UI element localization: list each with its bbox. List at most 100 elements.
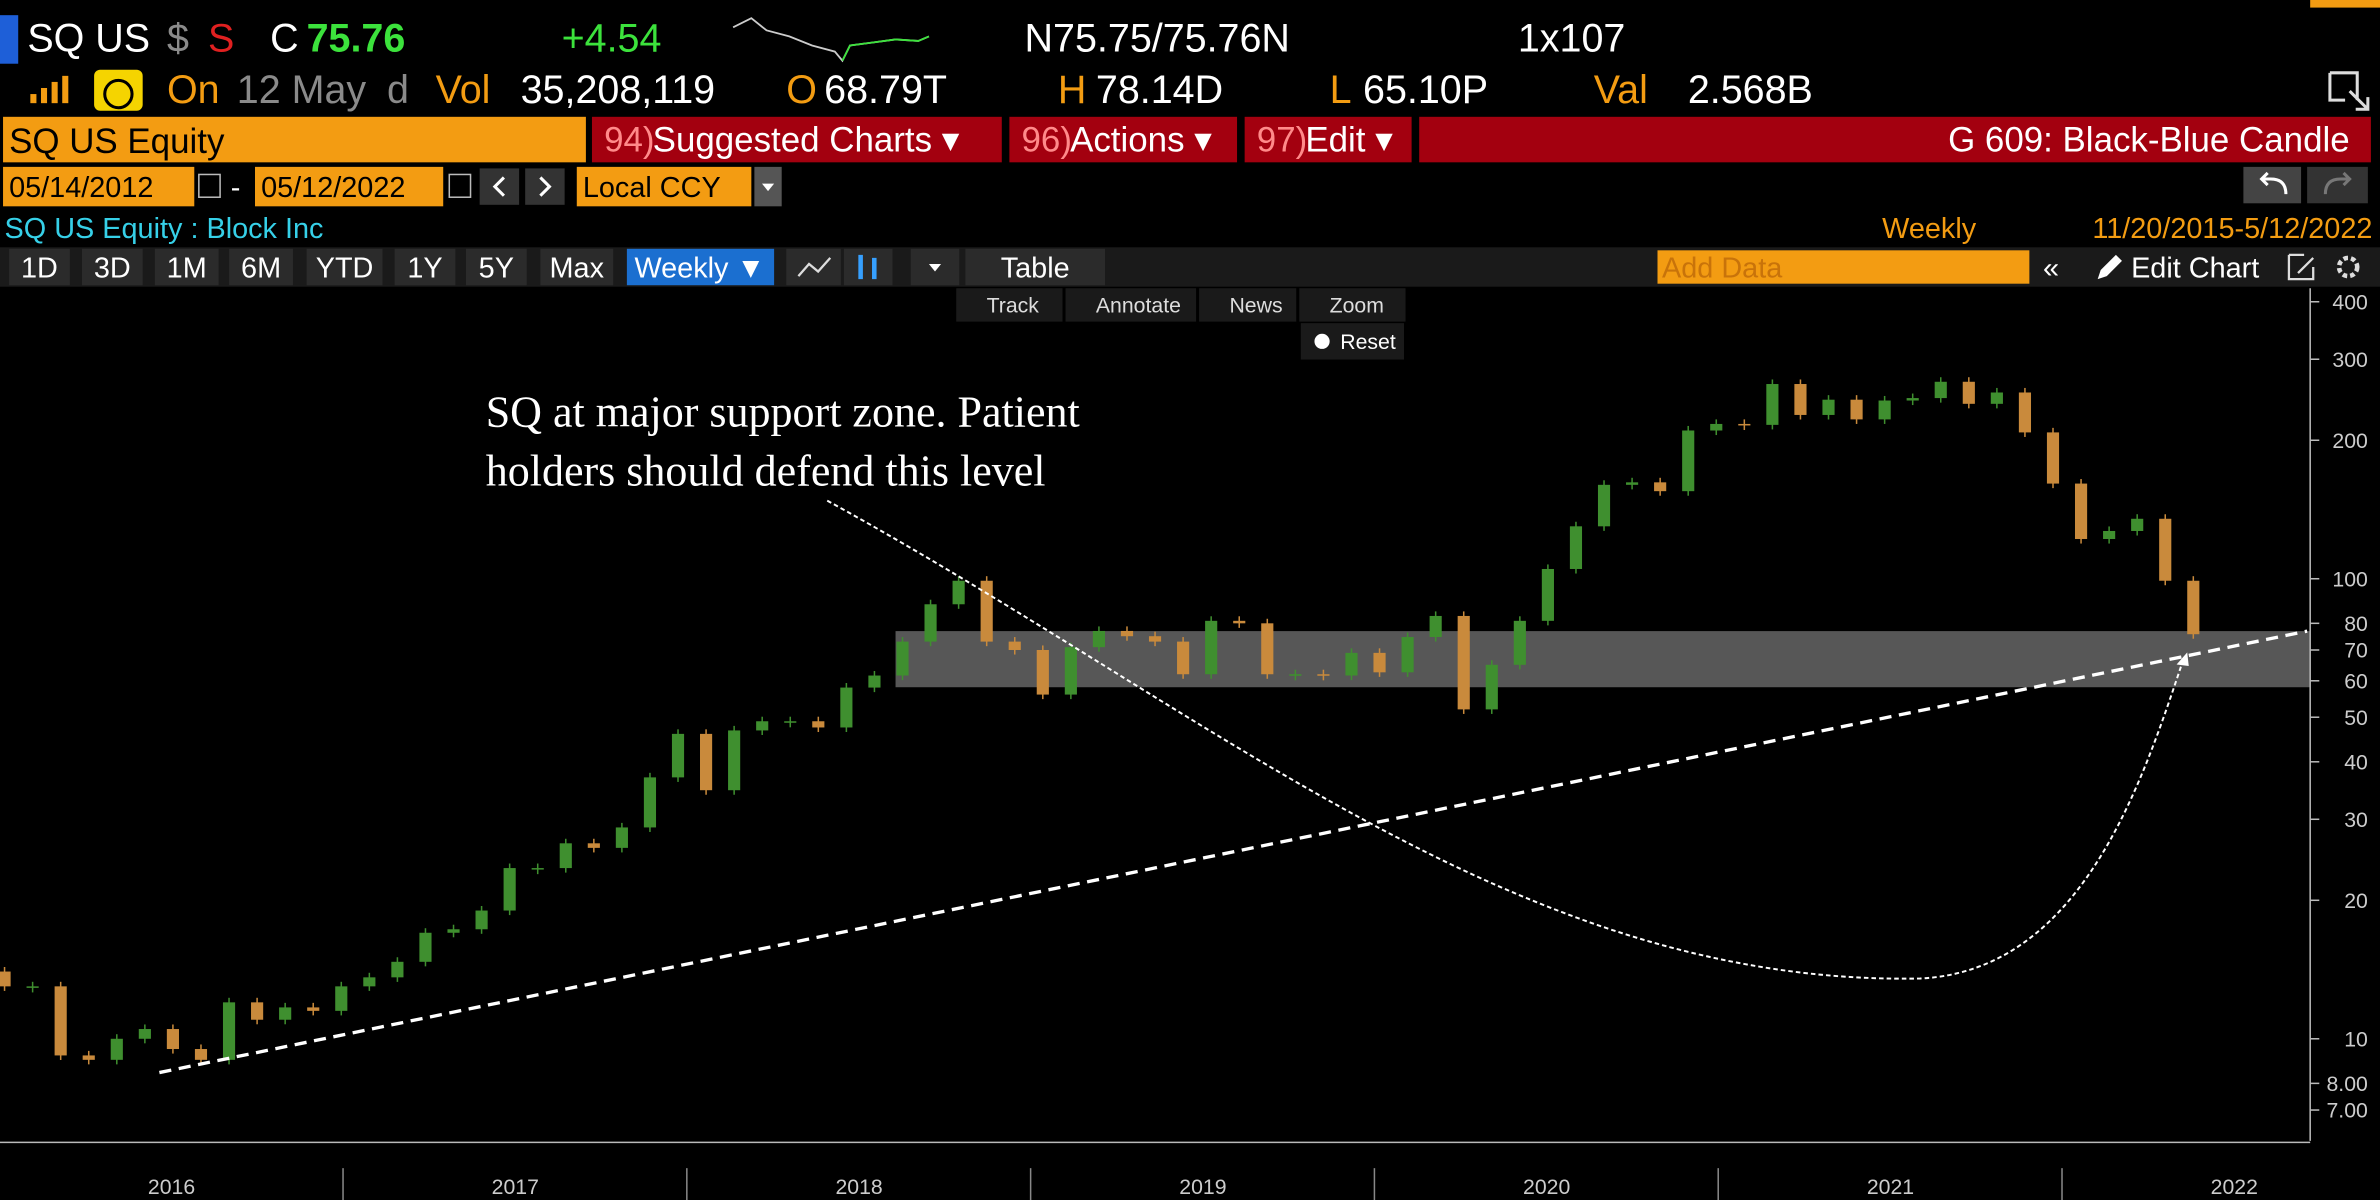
gauge-icon[interactable] xyxy=(94,69,143,111)
candle-body xyxy=(1205,620,1218,675)
prev-button[interactable] xyxy=(479,168,520,205)
period-button[interactable] xyxy=(394,248,456,286)
candle-body xyxy=(1120,630,1134,637)
candle-body xyxy=(1962,381,1975,404)
period-label: 5Y xyxy=(479,253,514,285)
candle-body xyxy=(1289,674,1302,676)
period-button[interactable] xyxy=(154,248,219,286)
candle-body xyxy=(868,675,881,688)
period-button[interactable] xyxy=(540,248,614,286)
dropdown-arrow xyxy=(761,183,775,192)
period-button[interactable] xyxy=(9,248,70,286)
add-data-box[interactable] xyxy=(1657,250,2030,284)
prev-arrow xyxy=(492,176,506,197)
end-date-box[interactable] xyxy=(255,166,444,207)
candle-body xyxy=(279,1007,292,1020)
y-tick-label: 8.00 xyxy=(2327,1072,2368,1096)
y-tick-label: 30 xyxy=(2344,808,2368,832)
candle-body xyxy=(2046,432,2060,484)
signal-icon xyxy=(30,75,69,104)
period-label: 6M xyxy=(241,253,281,285)
candle-body xyxy=(166,1029,179,1050)
menu-button[interactable] xyxy=(1244,116,1412,163)
security-box[interactable] xyxy=(3,116,586,163)
focus-marker xyxy=(0,15,19,64)
tool-button[interactable] xyxy=(1299,288,1406,322)
table-button[interactable] xyxy=(965,248,1105,286)
candle-body xyxy=(1906,398,1919,401)
calendar-icon[interactable] xyxy=(448,173,472,198)
calendar-icon[interactable] xyxy=(198,173,221,198)
menu-label: Suggested Charts ▾ xyxy=(653,121,960,160)
popout-icon[interactable] xyxy=(2328,71,2370,111)
x-year-label: 2019 xyxy=(1179,1175,1226,1199)
candle-body xyxy=(1317,674,1330,676)
template: G 609: Black-Blue Candle xyxy=(1948,121,2350,160)
candle-body xyxy=(700,733,713,791)
redo-button[interactable] xyxy=(2307,166,2368,204)
flag: S xyxy=(208,17,234,61)
period-button[interactable] xyxy=(229,248,293,286)
candle-body xyxy=(756,721,769,731)
session-date: 12 May xyxy=(237,68,367,112)
y-tick-label: 20 xyxy=(2344,889,2368,913)
collapse-icon[interactable]: « xyxy=(2043,253,2059,285)
export-icon[interactable] xyxy=(2287,253,2315,281)
settings-icon[interactable] xyxy=(2336,255,2360,279)
tool-button[interactable] xyxy=(956,288,1063,322)
candle-body xyxy=(1429,615,1442,638)
candle-body xyxy=(419,932,432,962)
menu-button[interactable] xyxy=(591,116,1002,163)
candle-button[interactable] xyxy=(843,248,893,286)
period-button[interactable] xyxy=(465,248,527,286)
candle-body xyxy=(222,1002,236,1060)
candle-body xyxy=(447,929,460,933)
arrow-head xyxy=(2176,652,2189,666)
edit-chart[interactable]: Edit Chart xyxy=(2131,253,2259,285)
period-label: YTD xyxy=(316,253,374,285)
candle-body xyxy=(952,580,965,605)
start-date-box[interactable] xyxy=(3,166,195,207)
menu-button[interactable] xyxy=(1009,116,1238,163)
tool-button[interactable] xyxy=(1065,288,1197,322)
candle-body xyxy=(2018,392,2032,433)
currency-box[interactable] xyxy=(576,166,752,207)
vol: 35,208,119 xyxy=(521,68,716,112)
tool-label: Zoom xyxy=(1330,294,1384,318)
dropdown-arrow xyxy=(928,263,942,272)
last-label: C xyxy=(270,17,298,61)
currency-setting: Local CCY xyxy=(583,172,721,204)
x-year-label: 2021 xyxy=(1867,1175,1914,1199)
x-year-label: 2016 xyxy=(148,1175,195,1199)
undo-button[interactable] xyxy=(2243,166,2302,204)
period-button[interactable] xyxy=(306,248,383,286)
candle-body xyxy=(1934,381,1947,399)
candle-body xyxy=(1878,400,1891,420)
tool-button[interactable] xyxy=(1199,288,1297,322)
security-name: SQ US Equity : Block Inc xyxy=(5,213,324,245)
y-tick-label: 60 xyxy=(2344,669,2368,693)
period-button[interactable] xyxy=(81,248,143,286)
candle-body xyxy=(503,868,516,911)
candle-body xyxy=(1822,399,1835,415)
annotation-line: SQ at major support zone. Patient xyxy=(486,387,1080,436)
tool-label: News xyxy=(1229,294,1282,318)
candle-body xyxy=(0,971,11,987)
candle-body xyxy=(1036,649,1049,695)
template-bar[interactable] xyxy=(1419,116,2371,163)
x-year-label: 2022 xyxy=(2211,1175,2258,1199)
candle-body xyxy=(1569,526,1583,569)
candle-body xyxy=(1485,664,1498,710)
candle-body xyxy=(2131,518,2144,531)
candle-body xyxy=(26,986,39,988)
frequency-button[interactable] xyxy=(626,248,775,286)
candle-body xyxy=(643,777,657,828)
open: 68.79T xyxy=(824,68,947,112)
start-date: 05/14/2012 xyxy=(9,172,153,204)
next-button[interactable] xyxy=(525,168,565,205)
candle-body xyxy=(1345,652,1358,676)
candle-body xyxy=(1710,423,1723,431)
candle-body xyxy=(980,580,993,642)
candle-body xyxy=(812,721,825,728)
